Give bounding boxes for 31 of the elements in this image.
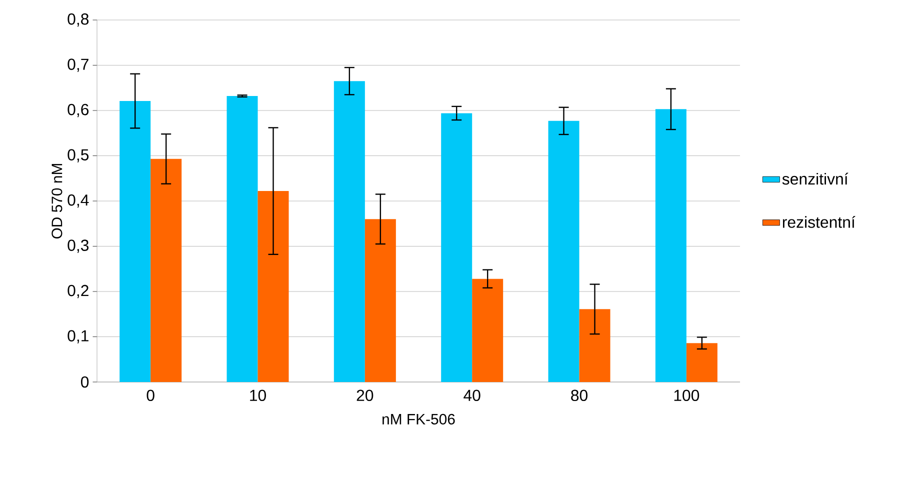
bar	[441, 113, 472, 382]
bar	[226, 96, 258, 382]
y-tick-label: 0,6	[68, 104, 89, 118]
y-tick-label: 0,4	[68, 194, 89, 208]
legend-label: rezistentní	[782, 216, 856, 228]
bar	[655, 109, 686, 382]
y-tick-label: 0,7	[68, 58, 88, 72]
x-tick-label: 10	[250, 390, 266, 402]
y-tick-label: 0,2	[68, 284, 88, 298]
y-axis-title: OD 570 nM	[52, 164, 62, 238]
bar	[548, 120, 580, 382]
y-tick-label: 0	[80, 376, 89, 388]
bar	[472, 278, 504, 382]
bar	[150, 158, 182, 382]
x-axis-title: nM FK-506	[382, 414, 455, 424]
legend-label: senzitivní	[782, 172, 848, 185]
x-tick-label: 40	[464, 390, 480, 402]
bar	[364, 219, 396, 382]
y-tick-label: 0,8	[68, 13, 89, 27]
x-tick-label: 80	[571, 390, 588, 402]
x-tick-label: 100	[674, 390, 700, 402]
bar	[686, 343, 718, 382]
x-tick-label: 0	[146, 390, 154, 402]
y-tick-label: 0,3	[68, 240, 89, 253]
y-tick-label: 0,5	[68, 149, 89, 162]
bar	[258, 191, 289, 382]
bar	[334, 81, 365, 382]
bar	[120, 100, 151, 382]
x-tick-label: 20	[356, 390, 374, 402]
bar	[579, 309, 610, 382]
y-tick-label: 0,1	[68, 330, 88, 344]
